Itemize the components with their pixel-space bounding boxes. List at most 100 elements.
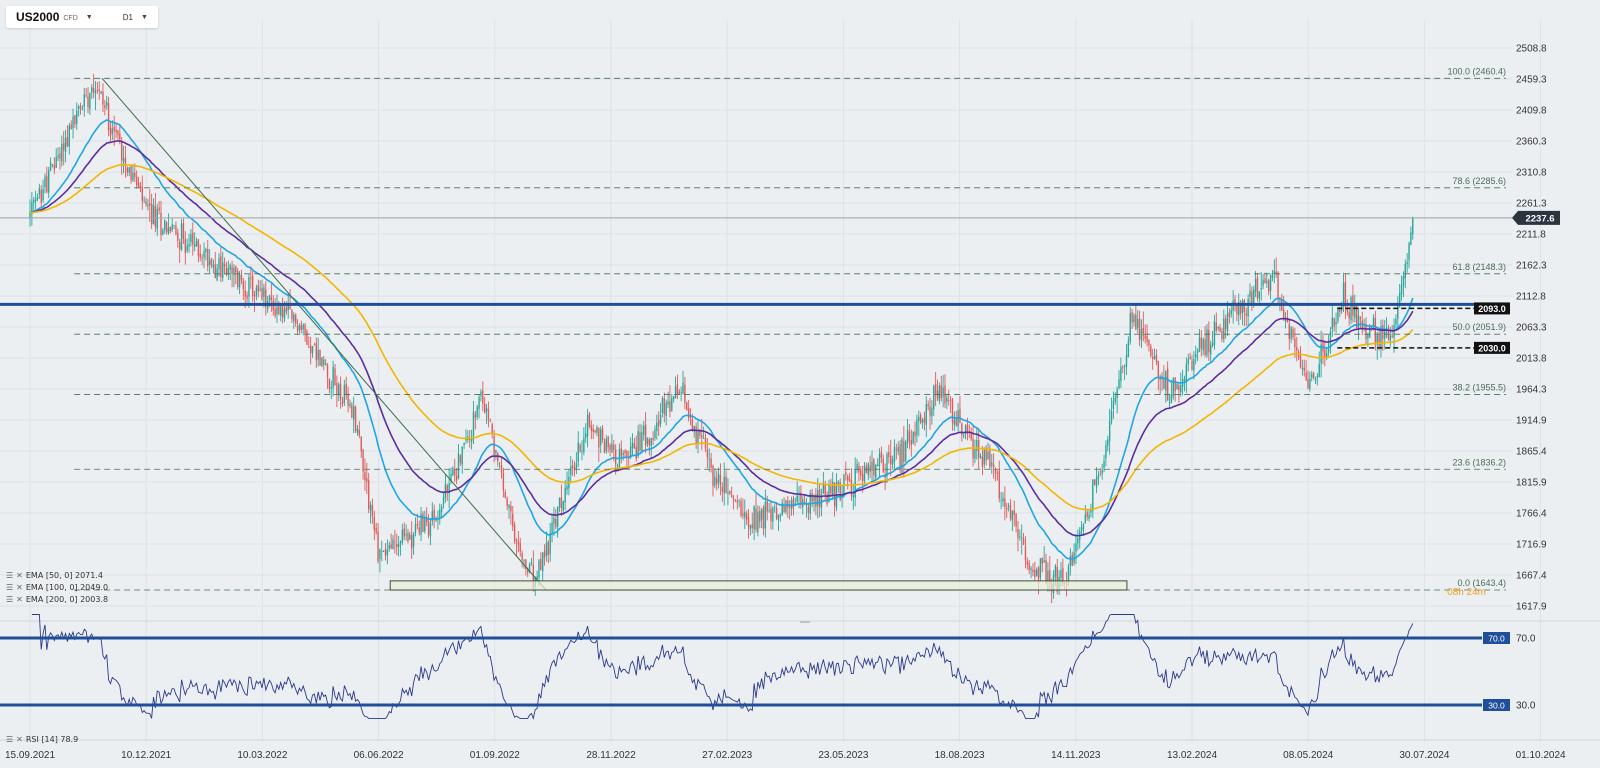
symbol-caret-down-icon[interactable]: ▼ [85,13,93,21]
candle-body [1183,378,1186,381]
candle-body [652,437,654,440]
candle-body [545,542,548,556]
candle-body [873,459,875,476]
candle-body [160,212,162,236]
candle-body [149,203,151,206]
candle-body [1112,401,1115,409]
candle-body [607,436,609,448]
pane-divider-handle[interactable] [800,621,810,623]
candle-body [418,527,420,533]
support-zone[interactable] [389,580,1128,591]
legend-ema100[interactable]: ☰ ✕ EMA [100, 0] 2049.0 [6,583,108,592]
candle-body [691,419,694,430]
list-icon[interactable]: ☰ [6,571,14,580]
candle-body [1114,397,1116,402]
legend-rsi[interactable]: ☰ ✕ RSI [14] 78.9 [6,735,78,744]
rsi-level-tag [1483,632,1510,644]
candle-body [732,498,735,500]
candle-body [661,397,664,414]
candle-body [878,454,881,467]
candle-body [1378,334,1380,347]
close-icon[interactable]: ✕ [16,571,23,580]
candle-body [1331,317,1334,330]
price-candles[interactable] [29,73,1414,604]
candle-body [1187,359,1189,365]
candle-body [1047,570,1049,581]
candle-body [1110,411,1113,422]
candle-body [1174,377,1176,392]
ema-line-100[interactable] [29,140,1414,537]
x-tick-label: 23.05.2023 [818,750,868,761]
level-tag [1474,302,1510,315]
candle-body [465,437,467,441]
candle-body [452,468,454,476]
candle-body [549,532,551,555]
candle-body [489,421,492,423]
timeframe-caret-down-icon[interactable]: ▼ [140,13,148,21]
candle-body [848,478,851,481]
candle-body [740,501,742,516]
candle-body [1026,561,1029,565]
candle-body [173,225,175,226]
symbol-name[interactable]: US2000 [16,10,60,24]
candle-body [1296,346,1298,351]
trend-line[interactable] [101,77,547,591]
candle-body [1299,355,1302,368]
candle-body [1084,514,1087,524]
candle-body [1013,510,1015,515]
candle-body [600,429,602,445]
legend-ema50[interactable]: ☰ ✕ EMA [50, 0] 2071.4 [6,571,103,580]
candle-body [903,441,905,462]
list-icon[interactable]: ☰ [6,735,14,744]
candle-body [302,324,304,330]
candle-body [1400,285,1403,295]
candle-body [676,384,679,394]
candle-body [487,409,490,421]
candle-body [824,484,826,495]
candle-body [46,175,48,193]
candle-body [493,436,495,455]
candle-body [347,393,349,406]
candle-body [263,287,265,297]
candle-body [979,456,982,459]
candle-body [171,224,173,231]
candle-body [1221,331,1223,340]
candle-body [562,501,564,511]
candle-body [412,533,415,547]
candle-body [929,406,931,416]
close-icon[interactable]: ✕ [16,595,23,604]
candle-body [721,487,724,492]
candle-body [1075,543,1077,552]
close-icon[interactable]: ✕ [16,735,23,744]
candle-body [515,539,518,541]
candle-body [1032,569,1034,573]
candle-body [345,383,347,395]
list-icon[interactable]: ☰ [6,583,14,592]
rsi-line[interactable] [31,614,1414,721]
candle-body [654,429,656,438]
candle-body [265,289,267,307]
candle-body [1151,357,1154,359]
candle-body [910,440,913,445]
candle-body [523,560,525,562]
y-tick-label: 2360.3 [1516,137,1547,148]
ema-line-50[interactable] [29,119,1414,560]
candle-body [850,480,853,496]
candle-body [83,94,85,107]
candle-body [1333,318,1335,327]
timeframe-label[interactable]: D1 [122,12,133,22]
candle-body [409,534,411,540]
candle-body [1202,339,1204,351]
candle-body [1342,283,1345,304]
symbol-selector[interactable]: US2000 CFD ▼ D1 ▼ [6,6,158,28]
candle-body [775,507,778,519]
candle-body [1288,323,1290,340]
candle-body [510,505,512,512]
candle-body [377,531,379,562]
candle-body [830,486,832,494]
ema-line-200[interactable] [29,163,1414,511]
list-icon[interactable]: ☰ [6,595,14,604]
close-icon[interactable]: ✕ [16,583,23,592]
legend-ema200[interactable]: ☰ ✕ EMA [200, 0] 2003.8 [6,595,108,604]
